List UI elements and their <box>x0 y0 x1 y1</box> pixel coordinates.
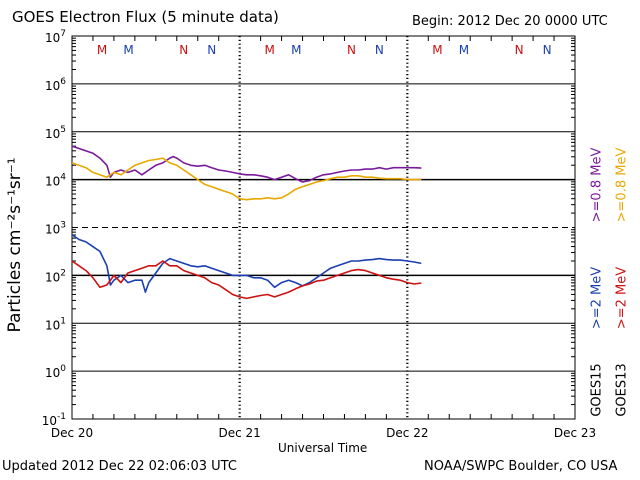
x-axis-label: Universal Time <box>278 441 368 455</box>
midnight-marker: M <box>432 43 442 57</box>
series-line-3 <box>71 260 422 300</box>
y-tick-label: 101 <box>45 316 66 332</box>
midnight-marker: N <box>347 43 356 57</box>
y-tick-label: 103 <box>45 221 66 237</box>
updated-timestamp: Updated 2012 Dec 22 02:06:03 UTC <box>2 459 237 474</box>
y-tick-label: 102 <box>45 268 66 284</box>
midnight-marker: N <box>179 43 188 57</box>
x-tick-label: Dec 22 <box>386 426 428 440</box>
y-tick-label: 107 <box>45 29 66 45</box>
begin-time-label: Begin: 2012 Dec 20 0000 UTC <box>412 14 608 29</box>
y-tick-label: 10-1 <box>42 412 66 428</box>
midnight-marker: N <box>515 43 524 57</box>
x-tick-label: Dec 21 <box>219 426 261 440</box>
chart-title: GOES Electron Flux (5 minute data) <box>12 8 279 26</box>
x-tick-label: Dec 23 <box>554 426 596 440</box>
y-tick-label: 105 <box>45 125 66 141</box>
series-line-2 <box>71 234 422 293</box>
midnight-marker: N <box>207 43 216 57</box>
series-line-1 <box>71 157 422 201</box>
y-tick-label: 104 <box>45 173 66 189</box>
credit-label: NOAA/SWPC Boulder, CO USA <box>424 459 618 474</box>
midnight-marker: M <box>459 43 469 57</box>
midnight-marker: M <box>97 43 107 57</box>
y-tick-label: 100 <box>45 364 66 380</box>
midnight-marker: M <box>265 43 275 57</box>
midnight-marker: N <box>375 43 384 57</box>
midnight-marker: M <box>291 43 301 57</box>
midnight-marker: M <box>123 43 133 57</box>
midnight-marker: N <box>543 43 552 57</box>
x-tick-label: Dec 20 <box>51 426 93 440</box>
y-tick-label: 106 <box>45 77 66 93</box>
